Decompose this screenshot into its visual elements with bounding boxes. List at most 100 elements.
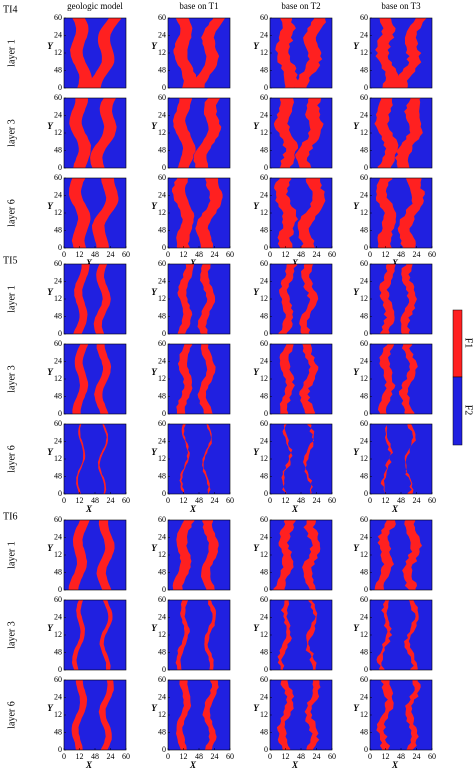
y-tick-label: 24 xyxy=(158,190,166,199)
channel xyxy=(374,98,399,168)
y-tick-label: 60 xyxy=(158,515,166,524)
y-tick-label: 12 xyxy=(360,208,368,217)
column-header: geologic model xyxy=(67,1,123,11)
x-tick-label: 48 xyxy=(297,752,305,761)
channel xyxy=(397,178,425,248)
y-tick-label: 60 xyxy=(260,675,268,684)
y-tick-label: 12 xyxy=(260,128,268,137)
y-tick-label: 24 xyxy=(54,612,62,621)
facies-f1 xyxy=(277,600,318,670)
y-axis-label: Y xyxy=(47,41,54,51)
y-tick-label: 60 xyxy=(158,675,166,684)
channel xyxy=(176,344,193,414)
y-tick-label: 60 xyxy=(360,93,368,102)
channel xyxy=(402,520,423,590)
facies-f1 xyxy=(176,344,216,414)
y-tick-label: 12 xyxy=(158,294,166,303)
y-tick-label: 60 xyxy=(360,515,368,524)
y-tick-label: 24 xyxy=(360,532,368,541)
y-tick-label: 48 xyxy=(158,145,166,154)
facies-f1 xyxy=(273,520,321,590)
y-tick-label: 48 xyxy=(54,225,62,234)
x-tick-label: 60 xyxy=(226,496,234,505)
y-tick-label: 12 xyxy=(158,128,166,137)
y-axis-label: Y xyxy=(151,543,158,553)
y-tick-label: 60 xyxy=(158,259,166,268)
x-tick-label: 12 xyxy=(282,496,290,505)
legend-label: F2 xyxy=(463,405,474,416)
y-axis-label: Y xyxy=(253,41,260,51)
facies-f2 xyxy=(64,424,126,494)
y-axis-label: Y xyxy=(47,447,54,457)
y-tick-label: 0 xyxy=(162,745,166,754)
channel xyxy=(173,18,196,88)
x-tick-label: 0 xyxy=(166,752,170,761)
y-tick-label: 48 xyxy=(260,145,268,154)
x-axis-label: X xyxy=(291,258,299,268)
facies-f2 xyxy=(270,424,332,494)
row-label: layer 6 xyxy=(6,445,17,473)
y-tick-label: 12 xyxy=(360,128,368,137)
channel xyxy=(394,98,423,168)
facies-f1 xyxy=(72,344,112,414)
x-tick-label: 0 xyxy=(62,250,66,259)
x-axis-label: X xyxy=(85,504,93,514)
channel xyxy=(375,18,399,88)
y-axis-label: Y xyxy=(253,121,260,131)
facies-f1 xyxy=(172,520,219,590)
y-tick-label: 48 xyxy=(54,727,62,736)
x-tick-label: 0 xyxy=(368,496,372,505)
channel xyxy=(404,600,419,670)
y-tick-label: 0 xyxy=(364,243,368,252)
y-axis-label: Y xyxy=(47,543,54,553)
facies-f1 xyxy=(374,98,423,168)
facies-f2 xyxy=(64,680,126,750)
y-tick-label: 12 xyxy=(158,208,166,217)
y-tick-label: 60 xyxy=(260,13,268,22)
facies-f1 xyxy=(69,98,117,168)
y-tick-label: 24 xyxy=(260,356,268,365)
y-tick-label: 48 xyxy=(158,311,166,320)
x-tick-label: 0 xyxy=(62,752,66,761)
facies-f1 xyxy=(177,264,216,334)
y-tick-label: 24 xyxy=(360,276,368,285)
channel xyxy=(201,520,219,590)
y-tick-label: 60 xyxy=(360,675,368,684)
y-tick-label: 12 xyxy=(54,208,62,217)
x-tick-label: 60 xyxy=(328,752,336,761)
y-tick-label: 48 xyxy=(158,225,166,234)
x-axis-label: X xyxy=(189,760,197,770)
row-label: layer 1 xyxy=(6,541,17,569)
x-tick-label: 48 xyxy=(91,752,99,761)
x-tick-label: 12 xyxy=(180,496,188,505)
y-tick-label: 60 xyxy=(260,339,268,348)
x-tick-label: 12 xyxy=(382,752,390,761)
y-tick-label: 48 xyxy=(54,311,62,320)
y-tick-label: 0 xyxy=(264,243,268,252)
y-axis-label: Y xyxy=(151,447,158,457)
x-tick-label: 24 xyxy=(107,496,115,505)
y-tick-label: 48 xyxy=(158,567,166,576)
y-tick-label: 12 xyxy=(158,710,166,719)
x-tick-label: 0 xyxy=(166,496,170,505)
y-tick-label: 0 xyxy=(58,489,62,498)
y-tick-label: 60 xyxy=(54,419,62,428)
y-tick-label: 60 xyxy=(158,173,166,182)
y-tick-label: 0 xyxy=(162,489,166,498)
y-tick-label: 0 xyxy=(162,329,166,338)
channel xyxy=(197,344,216,414)
y-tick-label: 48 xyxy=(54,567,62,576)
y-tick-label: 24 xyxy=(158,110,166,119)
x-tick-label: 0 xyxy=(368,752,372,761)
y-axis-label: Y xyxy=(47,703,54,713)
x-tick-label: 12 xyxy=(180,752,188,761)
channel xyxy=(278,264,298,334)
y-axis-label: Y xyxy=(151,703,158,713)
y-tick-label: 12 xyxy=(260,48,268,57)
y-tick-label: 12 xyxy=(260,208,268,217)
y-tick-label: 0 xyxy=(58,83,62,92)
y-axis-label: Y xyxy=(47,201,54,211)
y-axis-label: Y xyxy=(353,121,360,131)
x-tick-label: 48 xyxy=(397,250,405,259)
y-tick-label: 24 xyxy=(360,692,368,701)
